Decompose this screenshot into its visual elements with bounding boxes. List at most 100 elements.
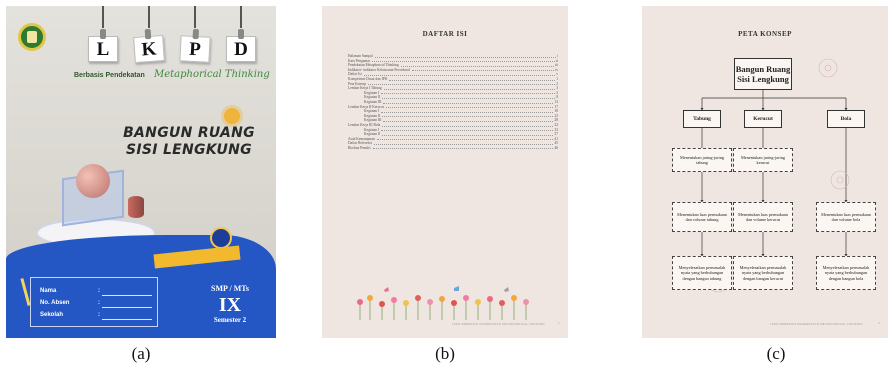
kerucut-net-box: Menentukan jaring-jaring kerucut <box>733 148 793 172</box>
toc-leader-dots <box>381 130 554 132</box>
toc-entry-label: Peta Konsep <box>348 81 367 86</box>
toc-entry: Pendekatan Metaphorical Thinking iii <box>348 63 558 68</box>
toc-entry: Kegiatan I 18 <box>348 109 558 114</box>
toc-entry-label: Kegiatan I <box>364 109 380 114</box>
toc-entry-page: 8 <box>556 95 558 100</box>
toc-entry: Kegiatan I 33 <box>348 128 558 133</box>
toc-entry-page: iii <box>555 63 558 68</box>
form-label-school: Sekolah <box>40 312 64 318</box>
toc-entry: Biodata Penulis 46 <box>348 146 558 151</box>
toc-entry-label: Asah Kemampuan <box>348 136 375 141</box>
toc-entry: Peta Konsep 2 <box>348 82 558 87</box>
toc-entry-label: Lembar Kerja III Bola <box>348 122 381 127</box>
toc-entry: Kegiatan II 23 <box>348 114 558 119</box>
toc-entry-page: 45 <box>554 141 558 146</box>
toc-entry-page: 3 <box>556 90 558 95</box>
caption-a: (a) <box>131 344 151 363</box>
cover-subtitle-script: Metaphorical Thinking <box>154 69 270 80</box>
toc-entry-label: Halaman Sampul <box>348 54 373 58</box>
toc-entry-page: 28 <box>554 118 558 123</box>
cover-title-line: BANGUN RUANG <box>123 125 255 141</box>
hanging-wire <box>194 6 196 28</box>
toc-entry: Kegiatan III 13 <box>348 100 558 105</box>
form-fill-line <box>102 307 152 308</box>
toc-leader-dots <box>389 79 556 81</box>
toc-leader-dots <box>382 116 554 118</box>
toc-entry: Indikator- indikator Kelancaran Prosedur… <box>348 68 558 73</box>
sphere-illustration <box>76 164 110 198</box>
cover-title: BANGUN RUANG SISI LENGKUNG <box>114 125 264 159</box>
concept-root-node: Bangun Ruang Sisi Lengkung <box>734 58 792 90</box>
page-footer: LKPD BERBASIS PENDEKATAN METAPHORICAL TH… <box>770 322 863 326</box>
toc-leader-dots <box>383 88 556 90</box>
toc-entry-label: Kegiatan III <box>364 99 382 104</box>
toc-entry-label: Lembar Kerja I Tabung <box>348 86 382 91</box>
letter-card: P <box>179 35 211 63</box>
toc-entry-page: 32 <box>554 122 558 127</box>
form-fill-line <box>102 295 152 296</box>
hanging-wire <box>240 6 242 28</box>
toc-entry-page: v <box>556 72 558 77</box>
school-logo-icon <box>18 23 46 51</box>
form-label-name: Nama <box>40 288 57 294</box>
toc-entry: Daftar Isi v <box>348 72 558 77</box>
toc-entry-page: 18 <box>554 109 558 114</box>
caption-b: (b) <box>435 344 455 363</box>
toc-entry-label: Kegiatan I <box>364 90 380 95</box>
toc-entry-page: i <box>557 54 558 58</box>
school-level: SMP / MTs <box>211 284 249 293</box>
toc-entry: Asah Kemampuan 41 <box>348 137 558 142</box>
toc-entry-label: Kegiatan II <box>364 95 381 100</box>
semester-label: Semester 2 <box>213 316 247 324</box>
toc-leader-dots <box>382 97 556 99</box>
sun-icon <box>224 108 240 124</box>
toc-leader-dots <box>368 84 556 86</box>
toc-entry-label: Kegiatan II <box>364 132 381 137</box>
toc-entry: Kompetensi Dasar dan IPK 1 <box>348 77 558 82</box>
form-colon: : <box>98 300 100 306</box>
bola-area-volume-box: Menentukan luas permukaan dan volume bol… <box>816 202 876 232</box>
cover-title-line: SISI LENGKUNG <box>126 142 252 158</box>
kerucut-problem-box: Menyelesaikan permasalah nyata yang berh… <box>733 256 793 290</box>
toc-entry-page: 13 <box>554 99 558 104</box>
toc-entry-page: iv <box>555 67 558 72</box>
toc-entry-label: Kompetensi Dasar dan IPK <box>348 76 388 81</box>
toc-entry: Lembar Kerja II Kerucut 17 <box>348 105 558 110</box>
toc-entry-label: Kegiatan III <box>364 118 382 123</box>
toc-entry-label: Daftar Referensi <box>348 141 372 146</box>
kerucut-area-volume-box: Menentukan luas permukaan dan volume ker… <box>733 202 793 232</box>
flower-garden-decoration <box>357 286 529 320</box>
toc-entry-label: Biodata Penulis <box>348 145 371 150</box>
toc-leader-dots <box>372 61 555 63</box>
toc-leader-dots <box>382 125 554 127</box>
toc-entry: Kegiatan I 3 <box>348 91 558 96</box>
toc-leader-dots <box>381 111 554 113</box>
toc-entry-page: 1 <box>556 76 558 81</box>
toc-entry: Lembar Kerja III Bola 32 <box>348 123 558 128</box>
toc-entry-label: Kegiatan I <box>364 127 380 132</box>
toc-leader-dots <box>372 148 554 150</box>
toc-entry-page: ii <box>556 58 558 63</box>
form-colon: : <box>98 288 100 294</box>
toc-entry-label: Daftar Isi <box>348 72 362 77</box>
toc-entry-label: Lembar Kerja II Kerucut <box>348 104 384 109</box>
grade-label: IX <box>218 294 242 316</box>
toc-entry-page: 2 <box>556 81 558 86</box>
toc-leader-dots <box>376 139 554 141</box>
toc-leader-dots <box>373 143 554 145</box>
letter-card: D <box>226 29 256 62</box>
hanging-wire <box>102 6 104 28</box>
student-form-box <box>30 277 158 327</box>
toc-entry: Kegiatan III 28 <box>348 118 558 123</box>
toc-entry-page: 46 <box>554 145 558 150</box>
toc-entry-page: 23 <box>554 113 558 118</box>
form-label-absen: No. Absen <box>40 300 70 306</box>
toc-entry-page: 17 <box>554 104 558 109</box>
hanging-wire <box>148 6 150 28</box>
tabung-problem-box: Menyelesaikan permasalah nyata yang berh… <box>672 256 732 290</box>
branch-node-kerucut: Kerucut <box>744 110 782 128</box>
concept-map-page: PETA KONSEP Bangun R <box>642 6 888 338</box>
toc-entry-label: Pendekatan Metaphorical Thinking <box>348 63 399 68</box>
toc-leader-dots <box>400 65 554 67</box>
toc-entry: Daftar Referensi 45 <box>348 141 558 146</box>
